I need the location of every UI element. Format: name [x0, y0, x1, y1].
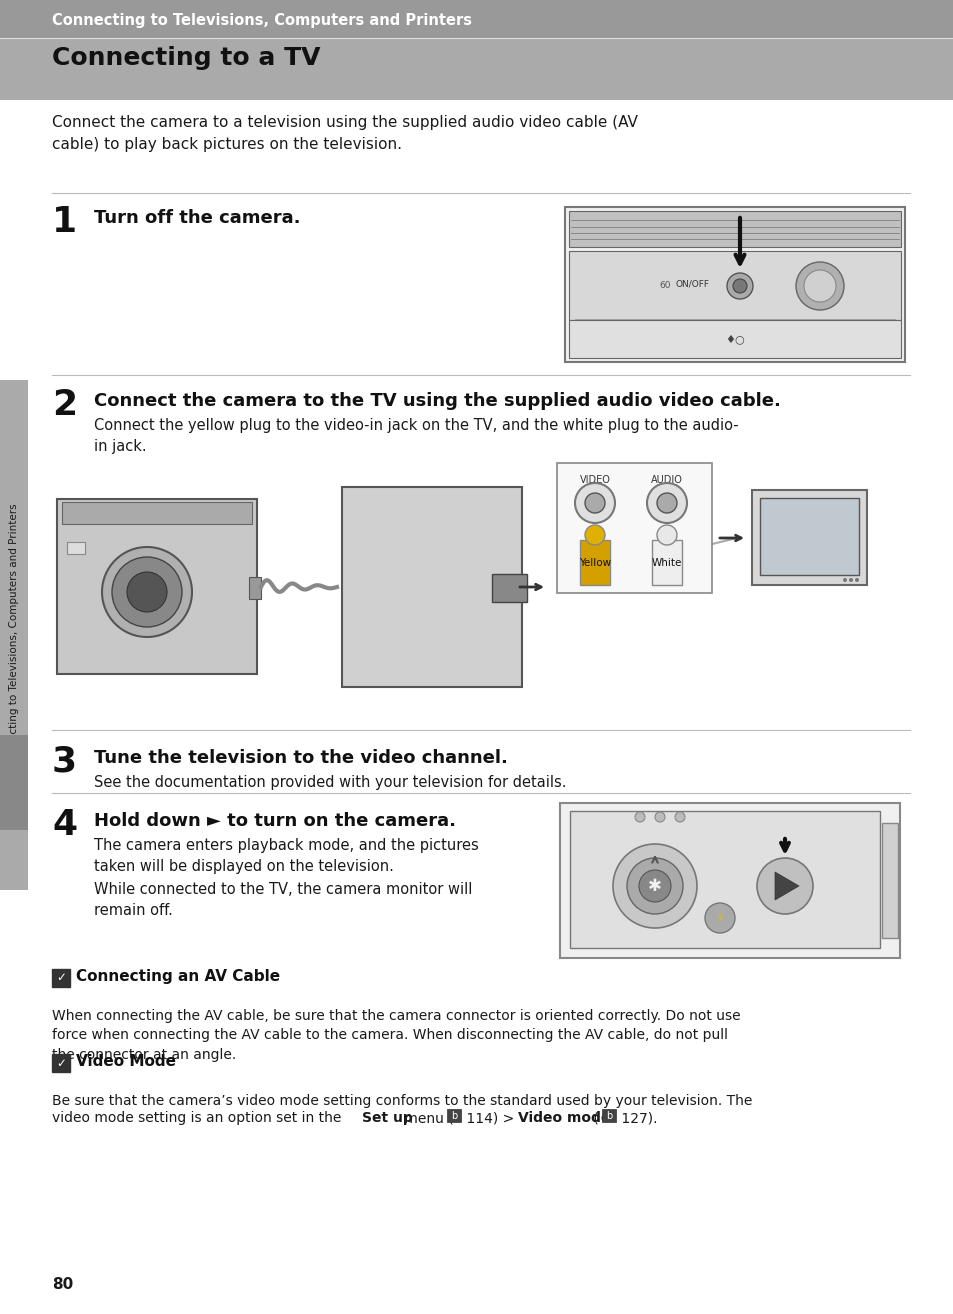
Text: ♦○: ♦○ — [724, 334, 744, 344]
Circle shape — [842, 578, 846, 582]
Text: While connected to the TV, the camera monitor will
remain off.: While connected to the TV, the camera mo… — [94, 882, 472, 918]
Circle shape — [635, 812, 644, 823]
Circle shape — [757, 858, 812, 915]
Text: b: b — [605, 1112, 612, 1121]
Text: Turn off the camera.: Turn off the camera. — [94, 209, 300, 227]
Text: 3: 3 — [52, 745, 77, 779]
Bar — [57, 499, 256, 674]
Text: ✓: ✓ — [56, 1056, 66, 1070]
Bar — [249, 577, 261, 599]
Bar — [882, 823, 897, 938]
Text: 2: 2 — [52, 388, 77, 422]
Text: 127).: 127). — [617, 1112, 657, 1125]
Circle shape — [803, 269, 835, 302]
Bar — [651, 540, 681, 585]
Circle shape — [704, 903, 734, 933]
Text: Video Mode: Video Mode — [76, 1054, 175, 1070]
Polygon shape — [774, 872, 799, 900]
Text: (: ( — [588, 1112, 598, 1125]
Bar — [62, 502, 252, 524]
Text: Connect the camera to the TV using the supplied audio video cable.: Connect the camera to the TV using the s… — [94, 392, 781, 410]
Bar — [0, 38, 953, 100]
Circle shape — [584, 526, 604, 545]
Circle shape — [584, 493, 604, 512]
Circle shape — [646, 484, 686, 523]
Bar — [447, 1109, 460, 1122]
Bar — [559, 803, 899, 958]
Text: The camera enters playback mode, and the pictures
taken will be displayed on the: The camera enters playback mode, and the… — [94, 838, 478, 874]
Text: b: b — [451, 1112, 456, 1121]
Text: Connect the yellow plug to the video-in jack on the TV, and the white plug to th: Connect the yellow plug to the video-in … — [94, 418, 738, 455]
Circle shape — [848, 578, 852, 582]
Text: Yellow: Yellow — [578, 558, 611, 568]
Text: Hold down ► to turn on the camera.: Hold down ► to turn on the camera. — [94, 812, 456, 830]
Text: 60: 60 — [659, 281, 670, 290]
Bar — [760, 498, 858, 576]
Bar — [0, 735, 28, 830]
Bar — [579, 540, 609, 585]
Text: menu (: menu ( — [399, 1112, 454, 1125]
Text: ✓: ✓ — [56, 971, 66, 984]
Text: Be sure that the camera’s video mode setting conforms to the standard used by yo: Be sure that the camera’s video mode set… — [52, 1095, 752, 1108]
Text: 1: 1 — [52, 205, 77, 239]
Text: Video mode: Video mode — [517, 1112, 610, 1125]
Bar — [601, 1109, 616, 1122]
Circle shape — [732, 279, 746, 293]
Text: Connecting to Televisions, Computers and Printers: Connecting to Televisions, Computers and… — [52, 13, 472, 28]
Bar — [568, 251, 900, 321]
Text: 80: 80 — [52, 1277, 73, 1292]
Circle shape — [102, 547, 192, 637]
Text: Connect the camera to a television using the supplied audio video cable (AV
cabl: Connect the camera to a television using… — [52, 116, 638, 151]
Bar — [564, 208, 904, 361]
Circle shape — [657, 526, 677, 545]
Bar — [751, 490, 866, 585]
Text: ON/OFF: ON/OFF — [676, 280, 709, 289]
Text: Tune the television to the video channel.: Tune the television to the video channel… — [94, 749, 507, 767]
Bar — [0, 0, 953, 38]
Bar — [67, 541, 85, 555]
Circle shape — [575, 484, 615, 523]
Circle shape — [795, 261, 843, 310]
Bar — [341, 487, 521, 687]
Circle shape — [112, 557, 182, 627]
Bar — [52, 1054, 70, 1072]
Text: video mode setting is an option set in the: video mode setting is an option set in t… — [52, 1112, 345, 1125]
Text: 114) >: 114) > — [461, 1112, 518, 1125]
Circle shape — [726, 273, 752, 300]
Text: Connecting to a TV: Connecting to a TV — [52, 46, 320, 70]
Circle shape — [675, 812, 684, 823]
Circle shape — [657, 493, 677, 512]
Bar — [568, 212, 900, 247]
Bar — [492, 574, 526, 602]
Text: Connecting an AV Cable: Connecting an AV Cable — [76, 968, 280, 984]
Circle shape — [639, 870, 670, 901]
Circle shape — [655, 812, 664, 823]
Bar — [557, 463, 711, 593]
Bar — [0, 380, 28, 890]
Circle shape — [613, 844, 697, 928]
Circle shape — [626, 858, 682, 915]
Bar — [568, 321, 900, 357]
Text: Connecting to Televisions, Computers and Printers: Connecting to Televisions, Computers and… — [9, 503, 19, 767]
Text: AUDIO: AUDIO — [650, 474, 682, 485]
Bar — [569, 811, 879, 947]
Text: ✱: ✱ — [647, 876, 661, 895]
Text: ⚡: ⚡ — [715, 912, 723, 925]
Bar — [52, 968, 70, 987]
Text: See the documentation provided with your television for details.: See the documentation provided with your… — [94, 775, 566, 790]
Circle shape — [127, 572, 167, 612]
Text: VIDEO: VIDEO — [579, 474, 610, 485]
Text: Set up: Set up — [361, 1112, 413, 1125]
Circle shape — [854, 578, 858, 582]
Text: White: White — [651, 558, 681, 568]
Text: 4: 4 — [52, 808, 77, 842]
Text: When connecting the AV cable, be sure that the camera connector is oriented corr: When connecting the AV cable, be sure th… — [52, 1009, 740, 1062]
